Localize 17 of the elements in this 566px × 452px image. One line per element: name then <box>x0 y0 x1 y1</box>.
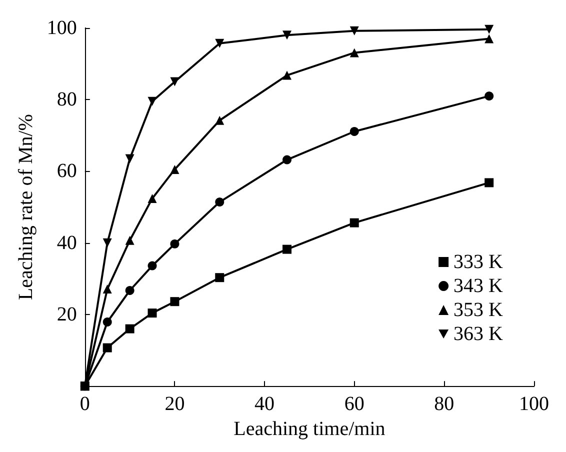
x-tick-label: 80 <box>434 393 454 416</box>
y-tick-label: 80 <box>56 88 77 111</box>
x-tick-label: 0 <box>80 393 90 416</box>
x-tick-label: 60 <box>344 393 364 416</box>
x-tick-label: 40 <box>254 393 275 416</box>
legend-label: 353 K <box>454 299 504 321</box>
y-tick-label: 20 <box>56 303 77 326</box>
x-tick-label: 20 <box>164 393 185 416</box>
y-axis-title: Leaching rate of Mn/% <box>15 114 37 300</box>
x-axis-title: Leaching time/min <box>234 418 386 440</box>
y-tick-label: 40 <box>56 232 77 254</box>
legend-label: 363 K <box>454 323 504 345</box>
y-tick-label: 60 <box>56 160 77 182</box>
y-tick-label: 100 <box>46 17 77 39</box>
legend-label: 333 K <box>454 251 504 273</box>
x-tick-label: 100 <box>519 393 549 416</box>
legend-label: 343 K <box>454 275 504 297</box>
